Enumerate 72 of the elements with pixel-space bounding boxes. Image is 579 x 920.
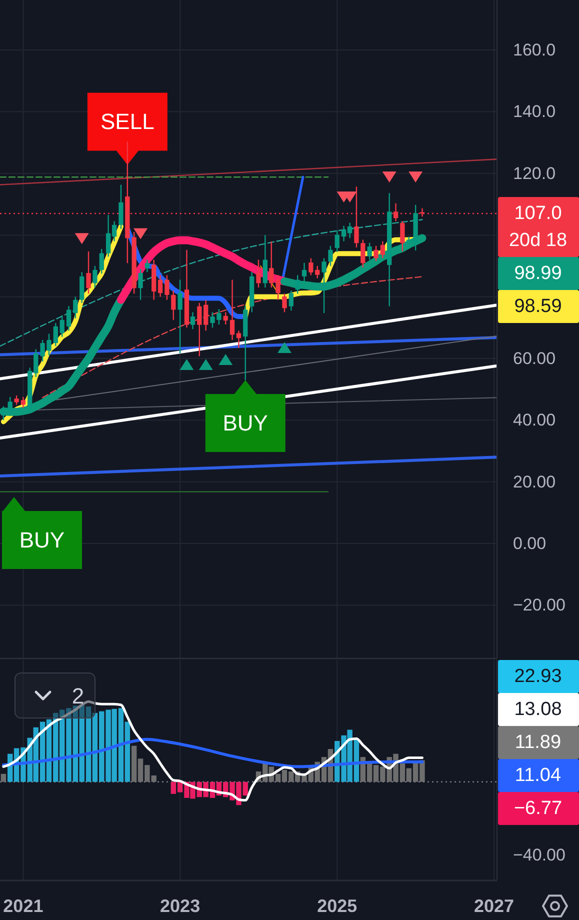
text: −40.00 — [513, 846, 566, 864]
y-tick-label: 40.00 — [513, 410, 556, 430]
candlestick — [276, 274, 280, 300]
candlestick — [20, 396, 26, 408]
y-tick-label: 0.00 — [513, 534, 546, 554]
annotation: BUY — [19, 528, 65, 552]
text: 20d 18 — [508, 230, 568, 251]
candlestick — [138, 268, 143, 300]
candlestick — [230, 279, 235, 341]
candlestick — [400, 220, 405, 252]
candlestick — [53, 322, 58, 347]
candlestick — [328, 245, 333, 267]
candlestick — [269, 240, 274, 288]
annotation: BUY — [222, 410, 268, 436]
x-tick-label: 2027 — [474, 896, 514, 916]
candlestick — [204, 299, 208, 332]
y-tick-label: 140.0 — [513, 102, 556, 122]
point — [218, 354, 233, 366]
y-tick-label: 20.00 — [513, 472, 556, 492]
point — [198, 358, 213, 370]
candlestick — [14, 394, 19, 406]
point — [277, 342, 292, 353]
x-tick-label: 2021 — [3, 896, 44, 916]
text: 11.89 — [514, 732, 562, 753]
candlestick — [99, 248, 104, 274]
x-tick-label: 2025 — [317, 896, 358, 916]
point — [134, 228, 148, 240]
candlestick — [256, 259, 261, 288]
y-tick-label: −20.00 — [513, 596, 566, 615]
candlestick — [302, 262, 307, 282]
candlestick — [223, 312, 228, 326]
point — [408, 171, 423, 182]
candlestick — [288, 290, 294, 312]
annotation: 2 — [72, 684, 84, 708]
point — [180, 358, 194, 370]
candlestick — [360, 239, 366, 268]
candlestick — [190, 312, 196, 330]
candlestick — [144, 259, 150, 273]
y-tick-label: 120.0 — [513, 164, 556, 183]
candlestick — [158, 274, 163, 298]
candlestick — [282, 293, 287, 313]
candlestick — [262, 234, 268, 288]
bar — [0, 774, 6, 782]
point — [382, 171, 396, 182]
point — [74, 233, 89, 244]
candlestick — [197, 302, 202, 357]
x-tick-label: 2023 — [160, 896, 200, 916]
candlestick — [334, 230, 340, 253]
candlestick — [92, 265, 98, 288]
candlestick — [118, 184, 124, 230]
candlestick — [73, 296, 78, 319]
candlestick — [60, 314, 64, 338]
candlestick — [171, 290, 176, 320]
annotation: SELL — [100, 109, 154, 134]
y-tick-label: 160.0 — [513, 40, 556, 60]
candlestick — [86, 250, 91, 294]
text: 11.04 — [514, 765, 562, 786]
text: 98.59 — [514, 296, 562, 317]
text: 13.08 — [514, 699, 562, 720]
candlestick — [367, 242, 372, 260]
text: 98.99 — [514, 262, 562, 284]
candlestick — [236, 330, 242, 349]
y-tick-label: 60.00 — [513, 348, 556, 368]
candlestick — [80, 271, 84, 304]
text: −6.77 — [514, 798, 562, 819]
candlestick — [374, 245, 378, 262]
ref-line-label: 107.0 — [514, 202, 562, 224]
candlestick — [380, 240, 386, 259]
candlestick — [178, 279, 182, 354]
text: 22.93 — [514, 666, 562, 687]
candlestick — [66, 305, 72, 332]
candlestick — [164, 274, 170, 300]
